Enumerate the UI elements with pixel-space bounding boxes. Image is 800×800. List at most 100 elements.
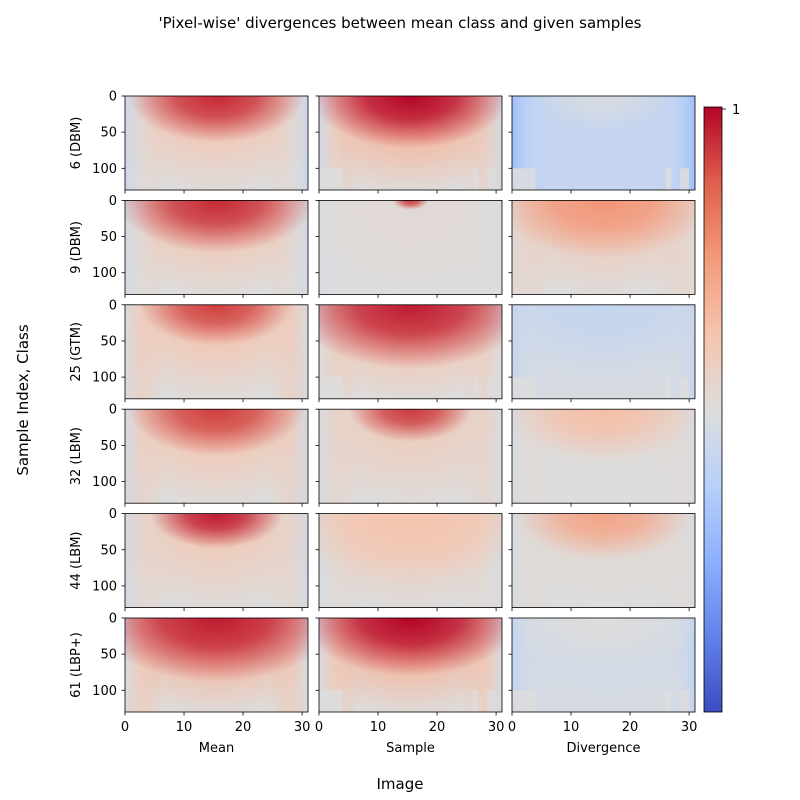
heatmap-cell: [508, 304, 696, 403]
column-label: Mean: [199, 741, 234, 756]
heatmap-leg: [512, 690, 530, 712]
heatmap-frame: [511, 408, 696, 504]
heatmap-peak: [319, 513, 502, 608]
heatmap-row: 32 (LBM) 0 50 100: [69, 403, 696, 507]
y-tick-label: 50: [100, 126, 117, 141]
y-tick-label: 0: [109, 90, 117, 105]
heatmap-frame: [124, 617, 309, 713]
y-tick-label: 100: [92, 684, 117, 699]
heatmap-peak: [319, 304, 502, 399]
y-tick-label: 50: [100, 648, 117, 663]
column-axis: 0 10 20 30 Divergence: [508, 720, 698, 756]
column-label: Sample: [386, 741, 435, 756]
heatmap-frame: [318, 199, 503, 295]
y-tick-label: 0: [109, 298, 117, 313]
heatmap-peak: [319, 96, 502, 190]
colorbar-tick-label: 1: [732, 103, 740, 118]
heatmap-cell: [315, 617, 503, 716]
heatmap-peak: [125, 409, 308, 504]
heatmap-frame: [511, 304, 696, 400]
x-tick-label: 20: [235, 720, 252, 735]
x-tick-label: 30: [681, 720, 698, 735]
heatmap-leg: [472, 168, 479, 190]
heatmap-leg: [487, 377, 497, 399]
row-label: 25 (GTM): [69, 322, 84, 382]
heatmap-leg: [665, 377, 672, 399]
heatmap-peak: [125, 96, 308, 190]
heatmap-frame: [318, 304, 503, 400]
y-tick-label: 100: [92, 475, 117, 490]
heatmap-leg: [680, 168, 690, 190]
heatmap-peak: [125, 200, 308, 295]
heatmap-row: 61 (LBP+) 0 50 100: [69, 612, 696, 716]
heatmap-cell: [124, 95, 309, 194]
heatmap-leg: [665, 168, 672, 190]
row-label: 9 (DBM): [69, 221, 84, 274]
heatmap-frame: [511, 617, 696, 713]
row-label: 32 (LBM): [69, 427, 84, 485]
y-tick-label: 50: [100, 334, 117, 349]
heatmap-cell: [315, 513, 503, 612]
heatmap-cell: [315, 304, 503, 403]
heatmap-row: 44 (LBM) 0 50 100: [69, 507, 696, 612]
heatmap-leg: [336, 377, 343, 399]
x-tick-label: 0: [508, 720, 516, 735]
heatmap-frame: [511, 199, 696, 295]
heatmap-leg: [529, 168, 536, 190]
heatmap-leg: [512, 377, 530, 399]
heatmap-leg: [336, 690, 343, 712]
heatmap-leg: [319, 168, 337, 190]
heatmap-frame: [318, 513, 503, 608]
heatmap-peak: [319, 409, 502, 504]
heatmap-cell: [508, 408, 696, 507]
y-axis-label: Sample Index, Class: [14, 324, 32, 475]
heatmap-frame: [124, 513, 309, 608]
column-label: Divergence: [566, 741, 640, 756]
x-axis-label: Image: [377, 775, 424, 793]
y-tick-label: 50: [100, 230, 117, 245]
heatmap-cell: [508, 617, 696, 716]
x-tick-label: 0: [315, 720, 323, 735]
y-tick-label: 100: [92, 266, 117, 281]
heatmap-frame: [124, 408, 309, 504]
heatmap-cell: [124, 199, 309, 298]
row-label: 44 (LBM): [69, 531, 84, 589]
heatmap-frame: [124, 199, 309, 295]
heatmap-leg: [472, 377, 479, 399]
y-tick-label: 0: [109, 194, 117, 209]
heatmap-peak: [512, 304, 695, 399]
heatmap-peak: [512, 200, 695, 295]
y-tick-label: 0: [109, 612, 117, 627]
x-tick-label: 20: [622, 720, 639, 735]
row-label: 61 (LBP+): [69, 632, 84, 698]
heatmap-leg: [319, 690, 337, 712]
heatmap-peak: [125, 304, 308, 399]
column-axis: 0 10 20 30 Sample: [315, 720, 505, 756]
heatmap-row: 25 (GTM) 0 50 100: [69, 298, 696, 403]
heatmap-cell: [508, 95, 696, 194]
heatmap-peak: [319, 200, 502, 295]
heatmap-peak: [512, 513, 695, 608]
heatmap-cell: [315, 95, 503, 194]
heatmap-frame: [511, 95, 696, 191]
heatmap-leg: [319, 377, 337, 399]
heatmap-leg: [529, 690, 536, 712]
heatmap-cell: [508, 513, 696, 612]
x-tick-label: 20: [429, 720, 446, 735]
heatmap-frame: [318, 617, 503, 713]
y-tick-label: 100: [92, 579, 117, 594]
x-tick-label: 30: [488, 720, 505, 735]
heatmap-cell: [124, 408, 309, 507]
heatmap-peak: [319, 618, 502, 712]
x-tick-label: 30: [294, 720, 311, 735]
heatmap-peak: [512, 409, 695, 504]
heatmap-leg: [529, 377, 536, 399]
heatmap-leg: [512, 168, 530, 190]
x-tick-label: 10: [370, 720, 387, 735]
x-tick-label: 10: [176, 720, 193, 735]
heatmap-leg: [680, 690, 690, 712]
heatmap-row: 9 (DBM) 0 50 100: [69, 194, 696, 298]
heatmap-peak: [125, 513, 308, 608]
